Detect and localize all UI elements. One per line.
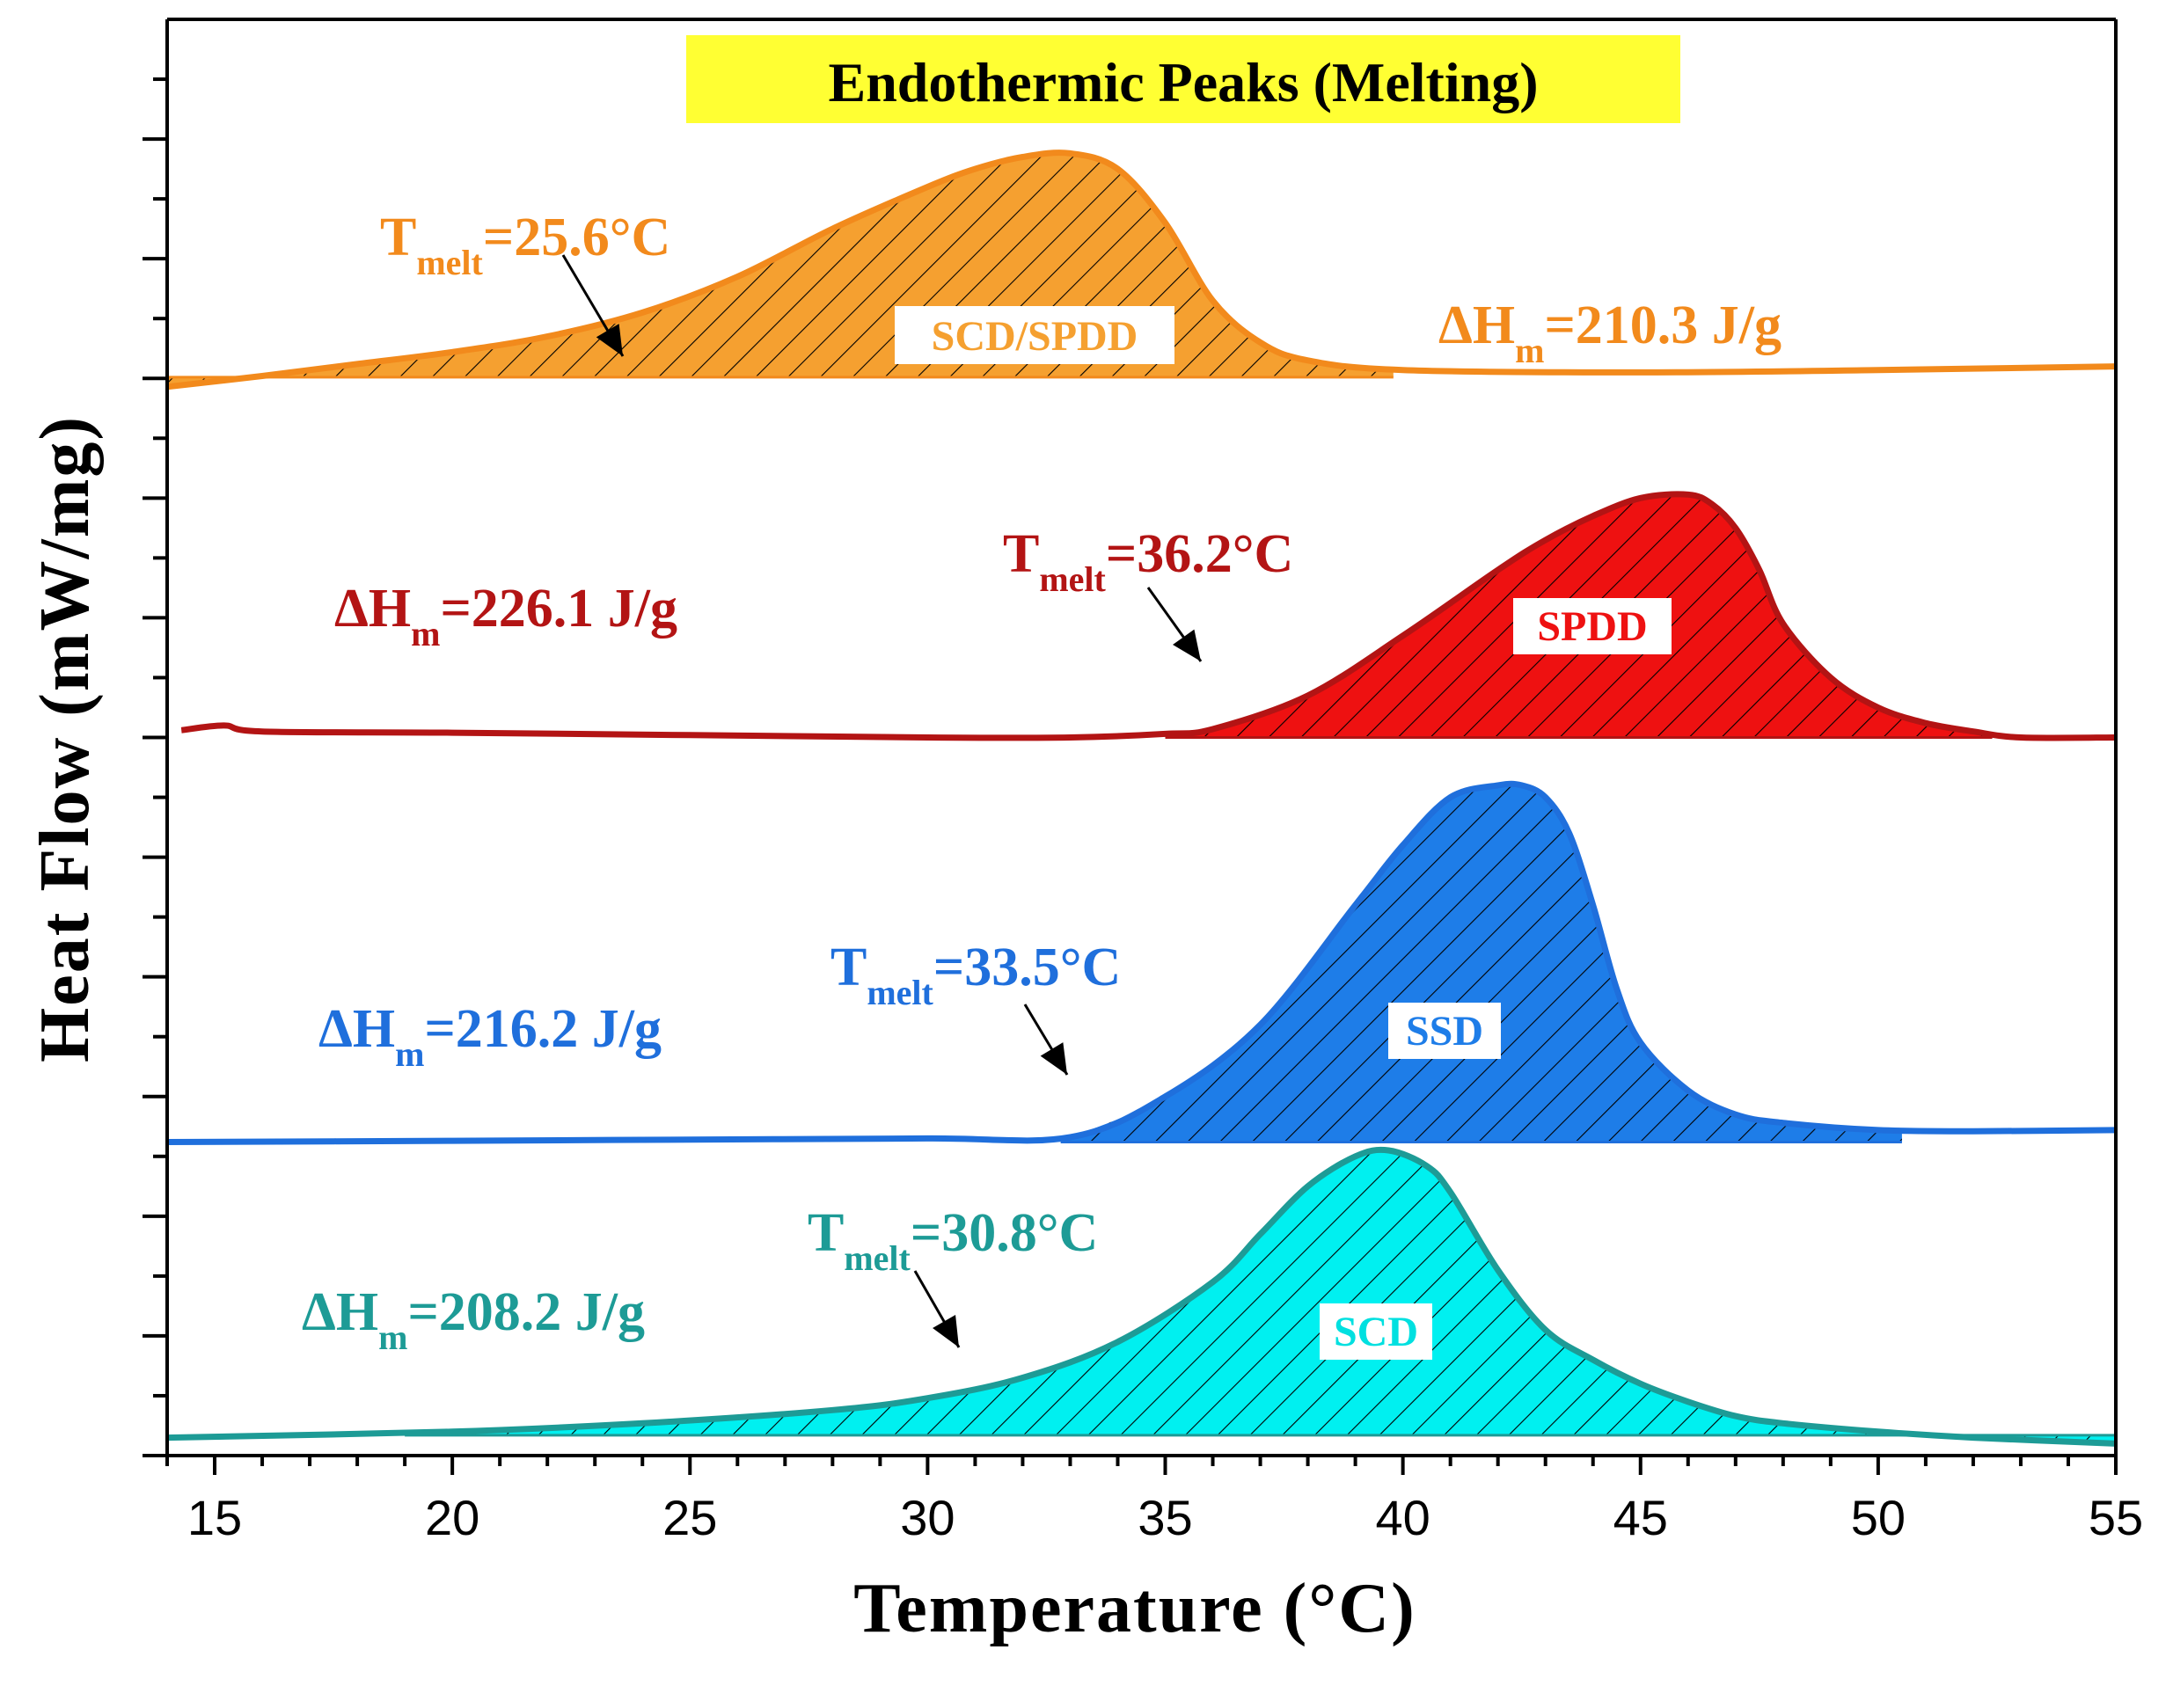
heat-flow-curve <box>166 150 2117 391</box>
x-tick-label: 25 <box>662 1490 717 1545</box>
enthalpy-label: ΔHm=208.2 J/g <box>302 1282 645 1357</box>
tmelt-label: Tmelt=25.6°C <box>380 208 670 282</box>
tmelt-label: Tmelt=30.8°C <box>808 1203 1098 1278</box>
tmelt-arrow-head <box>596 324 623 356</box>
tmelt-arrow-head <box>1173 629 1201 661</box>
title-highlight <box>686 35 1680 123</box>
y-axis-title: Heat Flow (mW/mg) <box>26 415 104 1062</box>
sample-label-box <box>895 306 1174 364</box>
heat-flow-curve <box>166 780 2117 1145</box>
x-tick-label: 45 <box>1613 1490 1668 1545</box>
annotations-ssd: SSD Tmelt=33.5°C ΔHm=216.2 J/g <box>318 938 1501 1076</box>
sample-label: SCD <box>1334 1309 1418 1355</box>
annotations-scd-spdd: SCD/SPDD Tmelt=25.6°C ΔHm=210.3 J/g <box>380 208 1782 370</box>
enthalpy-label: ΔHm=226.1 J/g <box>334 579 677 653</box>
sample-label: SCD/SPDD <box>932 313 1138 360</box>
x-tick-label: 20 <box>425 1490 479 1545</box>
sample-label-box <box>1513 598 1672 654</box>
chart-title: Endothermic Peaks (Melting) <box>829 51 1539 113</box>
tmelt-arrow-head <box>1040 1042 1067 1075</box>
x-tick-label: 35 <box>1138 1490 1192 1545</box>
tmelt-arrow-head <box>933 1315 959 1347</box>
sample-label-box <box>1388 1003 1501 1059</box>
peak-area-hatch <box>1059 784 1902 1142</box>
enthalpy-label: ΔHm=210.3 J/g <box>1438 296 1782 370</box>
x-tick-label: 15 <box>187 1490 242 1545</box>
annotations-scd: SCD Tmelt=30.8°C ΔHm=208.2 J/g <box>302 1203 1432 1360</box>
peak-area-hatch <box>167 152 1394 387</box>
sample-label: SSD <box>1406 1008 1483 1055</box>
heat-flow-curve <box>166 1146 2117 1447</box>
x-tick-label: 50 <box>1851 1490 1906 1545</box>
series-ssd <box>166 780 2117 1145</box>
annotations-spdd: SPDD Tmelt=36.2°C ΔHm=226.1 J/g <box>334 524 1672 662</box>
tmelt-label: Tmelt=33.5°C <box>830 938 1121 1012</box>
x-tick-label: 40 <box>1375 1490 1430 1545</box>
x-tick-label: 30 <box>900 1490 955 1545</box>
heat-flow-curve <box>180 491 2117 741</box>
x-tick-label: 55 <box>2089 1490 2143 1545</box>
enthalpy-label: ΔHm=216.2 J/g <box>318 999 662 1074</box>
sample-label: SPDD <box>1537 603 1647 650</box>
series-scd <box>166 1146 2117 1447</box>
sample-label-box <box>1320 1303 1432 1360</box>
tmelt-label: Tmelt=36.2°C <box>1003 524 1293 599</box>
peak-area-hatch <box>405 1150 2117 1444</box>
x-axis-title: Temperature (°C) <box>853 1570 1416 1647</box>
